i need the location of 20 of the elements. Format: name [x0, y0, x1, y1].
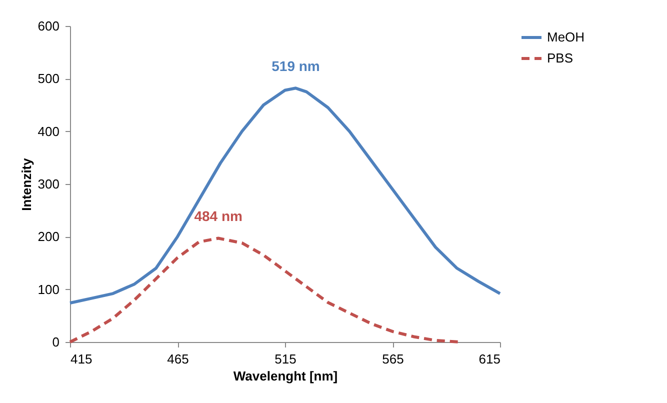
- legend-label: PBS: [547, 50, 574, 66]
- y-tick-label: 300: [38, 176, 60, 192]
- y-tick-label: 500: [38, 71, 60, 86]
- x-tick-label: 615: [478, 352, 500, 366]
- y-tick-label: 400: [38, 124, 60, 139]
- y-tick-label: 100: [38, 282, 60, 297]
- line-series: [68, 86, 502, 305]
- y-tick-label: 600: [38, 18, 60, 34]
- y-axis-title: Intenzity: [18, 157, 34, 211]
- x-tick-label: 415: [70, 352, 92, 366]
- annotation: 484 nm: [194, 208, 242, 224]
- legend-label: MeOH: [547, 30, 585, 44]
- annotation: 519 nm: [272, 58, 320, 74]
- x-axis-title: Wavelenght [nm]: [233, 368, 338, 384]
- y-tick-label: 0: [52, 334, 60, 350]
- y-tick-label: 200: [38, 229, 60, 244]
- x-tick-label: 515: [274, 352, 296, 366]
- line-series: [68, 236, 461, 344]
- x-tick-label: 565: [382, 352, 404, 366]
- x-tick-label: 465: [167, 352, 189, 366]
